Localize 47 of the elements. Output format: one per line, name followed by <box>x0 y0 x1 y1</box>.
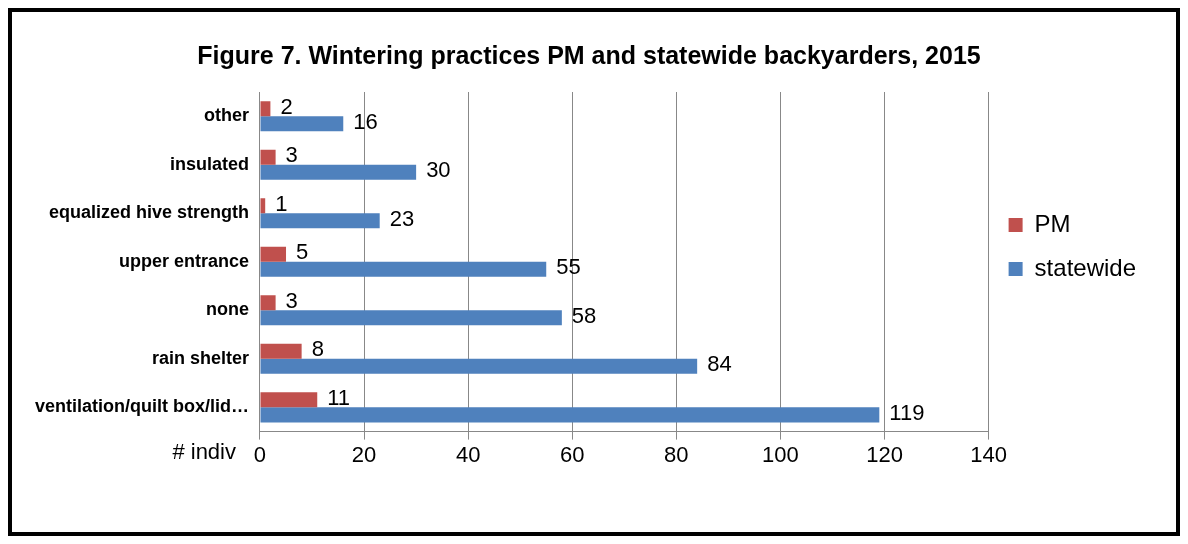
x-tick-label: 80 <box>664 441 689 467</box>
chart-title: Figure 7. Wintering practices PM and statewide backyarders, 2015 <box>197 40 981 69</box>
y-tick-label: ventilation/quilt box/lid… <box>35 396 249 417</box>
bar <box>260 198 266 214</box>
y-tick-label: rain shelter <box>151 347 249 368</box>
bar <box>260 101 271 117</box>
data-label: 3 <box>285 287 298 313</box>
bar <box>260 358 698 374</box>
bar <box>260 407 880 423</box>
data-label: 3 <box>285 142 298 168</box>
data-label: 30 <box>426 157 451 183</box>
data-label: 2 <box>280 93 293 119</box>
bar <box>260 213 380 229</box>
legend-label: PM <box>1034 209 1071 237</box>
y-tick-label: insulated <box>169 153 249 174</box>
x-tick-label: 20 <box>351 441 377 467</box>
x-axis-title: # indiv <box>172 438 236 464</box>
y-tick-label: none <box>206 299 249 320</box>
x-tick-label: 40 <box>455 441 481 467</box>
x-tick-label: 140 <box>970 441 1007 467</box>
bar <box>260 392 318 408</box>
y-tick-label: other <box>204 105 249 126</box>
x-tick-label: 120 <box>866 441 903 467</box>
bar <box>260 261 547 277</box>
data-label: 84 <box>707 351 732 377</box>
data-label: 55 <box>556 254 581 280</box>
data-label: 119 <box>889 399 925 425</box>
data-label: 58 <box>571 302 597 328</box>
data-label: 8 <box>311 336 324 362</box>
bar <box>260 116 344 132</box>
data-label: 11 <box>327 384 351 410</box>
bar <box>260 246 287 262</box>
legend-label: statewide <box>1034 253 1136 281</box>
bar <box>260 343 302 359</box>
y-tick-label: upper entrance <box>118 250 249 271</box>
data-label: 1 <box>275 190 288 216</box>
data-label: 5 <box>296 239 309 265</box>
bar <box>260 164 417 180</box>
data-label: 23 <box>389 205 415 231</box>
bar <box>260 149 276 165</box>
x-tick-label: 60 <box>560 441 585 467</box>
bar <box>260 295 276 311</box>
x-tick-label: 100 <box>762 441 799 467</box>
x-tick-label: 0 <box>253 441 267 467</box>
y-tick-label: equalized hive strength <box>48 202 249 223</box>
bar <box>260 310 562 326</box>
data-label: 16 <box>353 108 378 134</box>
